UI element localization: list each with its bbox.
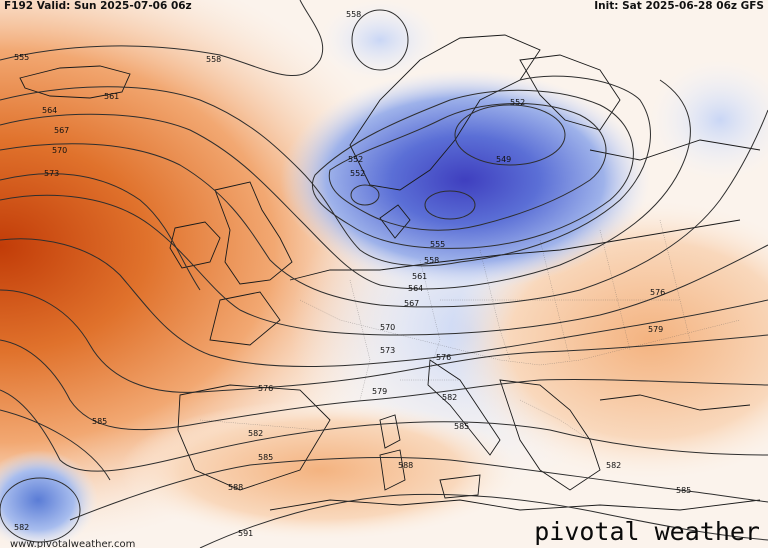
contour-label: 570 [52, 146, 67, 155]
valid-time-header: F192 Valid: Sun 2025-07-06 06z [4, 0, 192, 12]
contour-573 [0, 238, 768, 367]
contour-label: 579 [372, 387, 387, 396]
coastlines [19, 34, 761, 511]
contour-label: 582 [442, 393, 457, 402]
contour-555 [312, 89, 634, 249]
black-sea-coast-outline [599, 394, 751, 411]
contour-label: 582 [248, 429, 263, 438]
contour-552 [328, 103, 607, 231]
contour-label: 576 [650, 288, 665, 297]
contour-label: 585 [258, 453, 273, 462]
contour-north-loop [351, 9, 409, 71]
contour-label: 567 [404, 299, 419, 308]
pale-northeast-shading [650, 60, 768, 180]
sardinia-outline [379, 449, 406, 491]
contour-label: 573 [380, 346, 395, 355]
cutoff-low-shading [0, 450, 98, 548]
contour-label: 552 [350, 169, 365, 178]
brittany-outline [209, 291, 281, 346]
contour-label: 585 [454, 422, 469, 431]
contour-579 [0, 339, 768, 431]
contour-567 [0, 109, 768, 308]
contour-label: 558 [206, 55, 221, 64]
contour-585-west [0, 409, 111, 481]
contour-label: 576 [258, 384, 273, 393]
contour-label: 561 [104, 92, 119, 101]
denmark-outline [379, 204, 411, 239]
contour-label: 564 [42, 106, 57, 115]
contour-561 [0, 75, 651, 267]
contour-585 [69, 457, 768, 521]
ireland-outline [169, 221, 221, 269]
iberia-outline [177, 384, 331, 491]
contour-label: 549 [496, 155, 511, 164]
contour-label: 552 [348, 155, 363, 164]
contour-576 [0, 289, 768, 393]
contour-582-low [0, 477, 81, 543]
italy-outline [427, 359, 501, 456]
contour-label: 552 [510, 98, 525, 107]
contour-552-small [350, 184, 380, 206]
contour-570 [0, 194, 768, 336]
contour-label: 588 [398, 461, 413, 470]
contour-label: 579 [648, 325, 663, 334]
contour-label: 555 [14, 53, 29, 62]
contour-588 [199, 493, 768, 548]
contour-label: 567 [54, 126, 69, 135]
contour-558 [0, 0, 324, 76]
contour-label: 585 [92, 417, 107, 426]
finland-outline [519, 54, 621, 131]
iceland-outline [19, 65, 131, 99]
warm-south-shading [120, 400, 520, 540]
contour-label: 555 [430, 240, 445, 249]
contour-label: 585 [676, 486, 691, 495]
contour-label: 573 [44, 169, 59, 178]
corsica-outline [379, 414, 401, 449]
britain-outline [214, 181, 293, 285]
russia-outline [589, 139, 761, 161]
contour-549-ring [454, 104, 566, 166]
contour-label: 564 [408, 284, 423, 293]
init-time-header: Init: Sat 2025-06-28 06z GFS [594, 0, 764, 12]
site-url: www.pivotalweather.com [10, 539, 136, 548]
balkans-outline [499, 379, 601, 491]
contour-label: 576 [436, 353, 451, 362]
pivotal-weather-logo: pivotal weather [534, 517, 760, 546]
pale-north-shading [320, 0, 440, 80]
contour-582 [0, 389, 768, 472]
contour-label: 570 [380, 323, 395, 332]
contour-564 [0, 79, 691, 290]
contour-label: 588 [228, 483, 243, 492]
contour-labels: 555 558 561 564 567 570 573 552 549 552 … [14, 10, 691, 538]
contour-label: 582 [606, 461, 621, 470]
trough-shading [280, 70, 650, 290]
contour-573-west [0, 173, 201, 291]
sicily-outline [439, 474, 481, 499]
contour-label: 591 [238, 529, 253, 538]
contour-label: 558 [346, 10, 361, 19]
contour-label: 558 [424, 256, 439, 265]
contour-label: 582 [14, 523, 29, 532]
contour-label: 561 [412, 272, 427, 281]
contour-549-inner [424, 190, 476, 220]
political-borders [199, 219, 741, 441]
africa-coast-outline [269, 499, 761, 511]
